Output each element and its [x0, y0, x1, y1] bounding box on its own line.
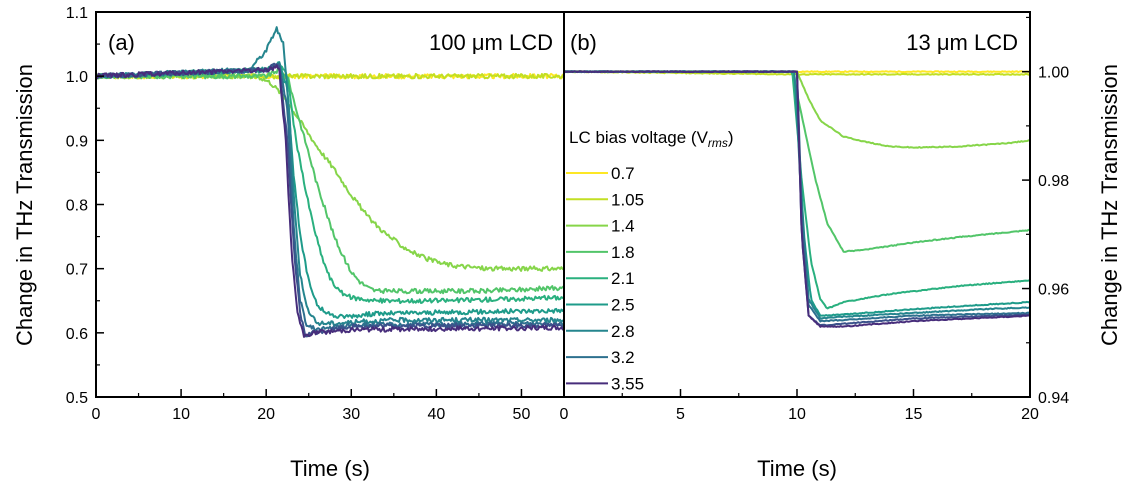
legend-entry-label: 0.7	[611, 164, 635, 183]
series-line-2_1-panel-a	[95, 63, 565, 305]
y-tick-label: 0.8	[66, 198, 88, 215]
panel-a-y-ticks: 0.5 0.6 0.7 0.8 0.9 1.0 1.1	[66, 5, 104, 407]
panel-a-series	[95, 26, 565, 338]
panel-b-label: (b)	[570, 30, 597, 55]
series-line-unlabeled-panel-a	[95, 64, 565, 338]
y-tick-label: 0.5	[66, 390, 88, 407]
panel-a-y-axis-label: Change in THz Transmission	[12, 64, 37, 346]
y-tick-label: 0.7	[66, 262, 88, 279]
series-line-3_55-panel-a	[95, 62, 565, 338]
legend-title-subscript: rms	[708, 136, 728, 150]
x-tick-label: 20	[1021, 406, 1039, 423]
y-tick-label: 0.6	[66, 326, 88, 343]
panel-a-x-ticks: 0 10 20 30 40 50	[92, 389, 531, 423]
x-tick-label: 10	[788, 406, 806, 423]
panel-a: 0 10 20 30 40 50 0.5 0.6 0.7 0.8 0.9 1.0 1.1 (a) 10…	[12, 5, 565, 481]
series-line-1_4-panel-a	[95, 72, 565, 272]
y-tick-label: 0.96	[1038, 282, 1069, 299]
panel-b: 0 5 10 15 20 0.940.960.981.00 (b) 13 μm LCD …	[560, 11, 1122, 481]
x-tick-label: 30	[342, 406, 360, 423]
panel-a-x-axis-label: Time (s)	[290, 456, 370, 481]
legend-entry-label: 1.4	[611, 217, 635, 236]
legend-title-end: )	[728, 128, 734, 147]
panel-a-label: (a)	[108, 30, 135, 55]
legend-entry-label: 2.1	[611, 269, 635, 288]
y-tick-label: 1.00	[1038, 65, 1069, 82]
y-tick-label: 0.94	[1038, 390, 1069, 407]
panel-b-title: 13 μm LCD	[906, 30, 1018, 55]
x-tick-label: 5	[676, 406, 685, 423]
legend-entry-label: 1.05	[611, 190, 644, 209]
panel-a-frame	[95, 11, 565, 398]
y-tick-label: 1.0	[66, 69, 88, 86]
x-tick-label: 10	[172, 406, 190, 423]
x-tick-label: 50	[513, 406, 531, 423]
legend-entry-label: 2.5	[611, 296, 635, 315]
panel-b-y-ticks: 0.94 0.96 0.98 1.00	[1022, 16, 1069, 407]
legend: LC bias voltage (Vrms) 0.7 1.05 1.4 1.8 2.1 2…	[566, 128, 734, 393]
legend-title-main: LC bias voltage (V	[569, 128, 709, 147]
panel-a-title: 100 μm LCD	[429, 30, 553, 55]
panel-b-x-ticks: 0 5 10 15 20	[560, 389, 1039, 423]
y-tick-label: 0.98	[1038, 173, 1069, 190]
legend-entry-label: 1.8	[611, 243, 635, 262]
legend-entry-label: 3.55	[611, 374, 644, 393]
legend-entry-label: 3.2	[611, 348, 635, 367]
panel-b-x-axis-label: Time (s)	[757, 456, 837, 481]
y-tick-label: 0.9	[66, 133, 88, 150]
x-tick-label: 0	[560, 406, 569, 423]
y-tick-label: 1.1	[66, 5, 88, 22]
x-tick-label: 20	[257, 406, 275, 423]
legend-title: LC bias voltage (Vrms)	[569, 128, 734, 150]
x-tick-label: 40	[427, 406, 445, 423]
panel-b-series	[563, 70, 1031, 328]
legend-entry-label: 2.8	[611, 322, 635, 341]
legend-entries: 0.7 1.05 1.4 1.8 2.1 2.5 2.8 3.2 3.55	[566, 164, 644, 393]
series-line-1_8-panel-a	[96, 67, 565, 295]
panel-b-y-axis-label: Change in THz Transmission	[1097, 64, 1122, 346]
x-tick-label: 0	[92, 406, 101, 423]
series-line-unlabeled-panel-b	[563, 70, 1031, 328]
x-tick-label: 15	[905, 406, 923, 423]
